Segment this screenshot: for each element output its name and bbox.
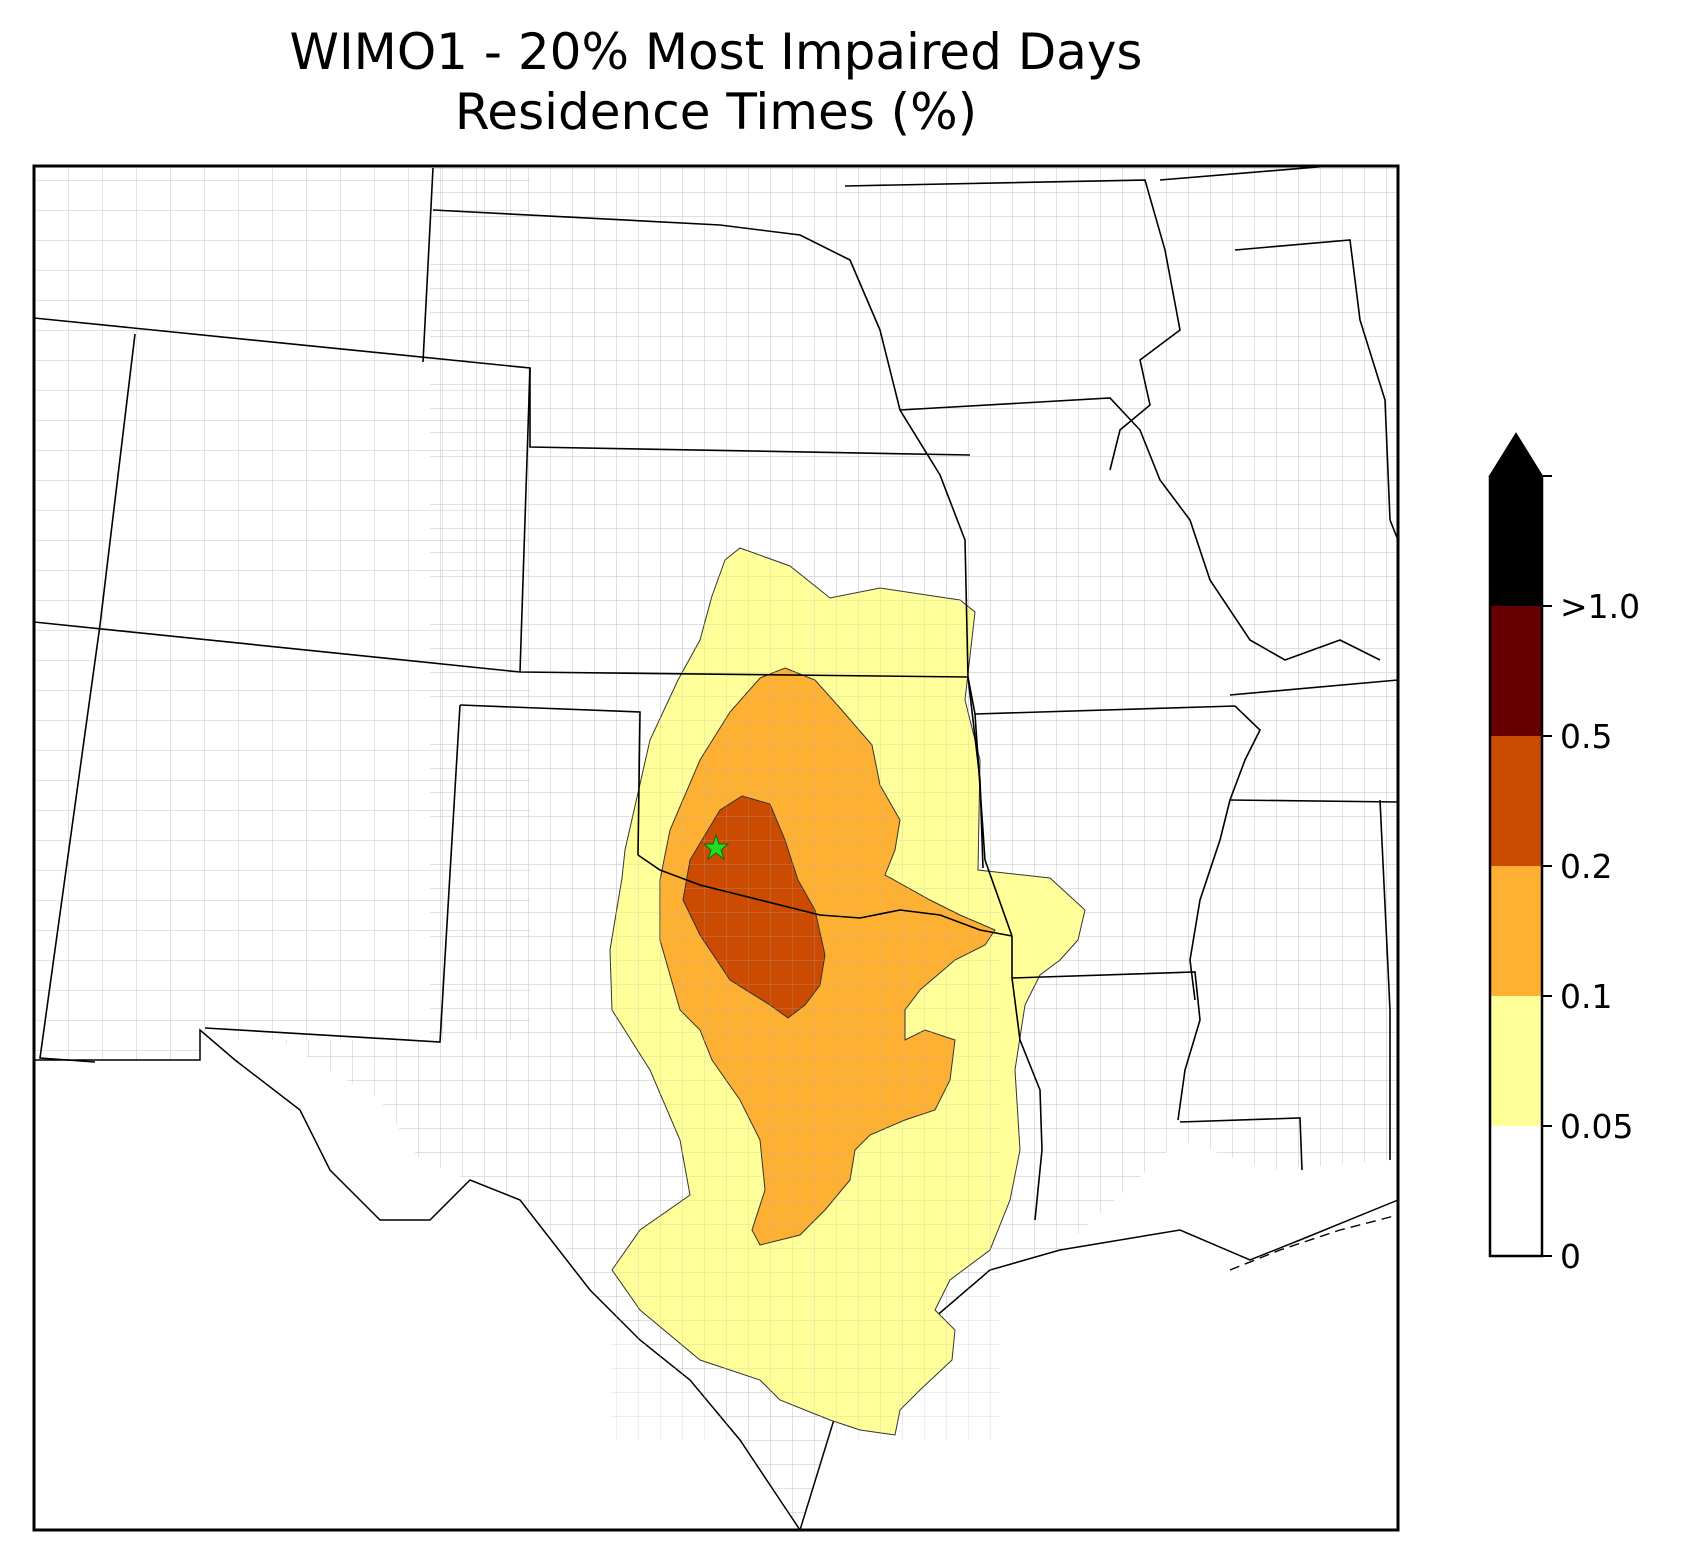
colorbar-tick-label: 0.5	[1560, 717, 1612, 756]
site-marker	[702, 833, 730, 861]
colorbar-tick-label: 0.2	[1560, 847, 1612, 886]
colorbar-segment	[1490, 996, 1542, 1126]
map-area	[34, 166, 1398, 1530]
counties-west	[34, 166, 530, 1060]
colorbar-tick-label: 0.05	[1560, 1107, 1633, 1146]
colorbar-extend-arrow	[1488, 432, 1544, 477]
colorbar-segment	[1490, 866, 1542, 996]
state-borders	[34, 166, 1398, 1221]
star-icon	[702, 833, 730, 861]
colorbar-segment	[1490, 476, 1542, 606]
map-title: WIMO1 - 20% Most Impaired Days Residence…	[34, 22, 1398, 142]
colorbar-segment	[1490, 1126, 1542, 1256]
map-frame	[32, 164, 1400, 1532]
mexico	[34, 1028, 801, 1530]
colorbar-tick-label: >1.0	[1560, 587, 1640, 626]
colorbar-segment	[1490, 736, 1542, 866]
title-line-2: Residence Times (%)	[454, 83, 978, 141]
colorbar-segment	[1490, 606, 1542, 736]
offshore-boundary	[1229, 1214, 1398, 1271]
counties-overlay	[610, 560, 1000, 1440]
colorbar-tick-label: 0.1	[1560, 977, 1612, 1016]
colorbar-tick-label: 0	[1560, 1237, 1581, 1276]
colorbar: 0 0.05 0.1 0.2 0.5 >1.0	[1488, 432, 1640, 1276]
title-line-1: WIMO1 - 20% Most Impaired Days	[289, 23, 1143, 81]
